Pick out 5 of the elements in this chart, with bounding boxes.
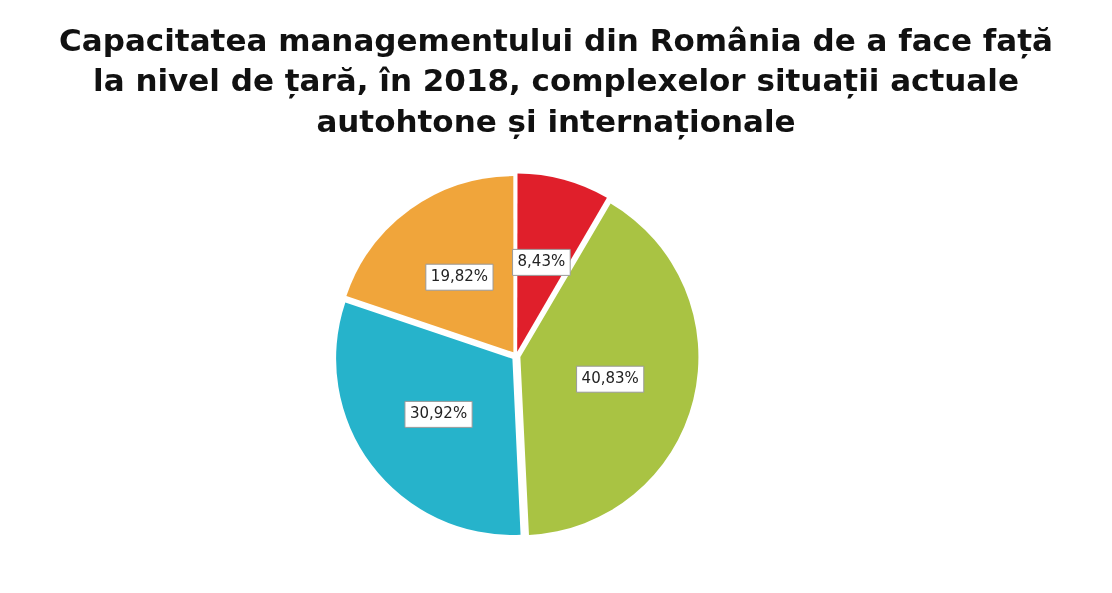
data-label: 8,43%	[517, 252, 566, 271]
data-label: 40,83%	[581, 368, 639, 387]
data-label: 30,92%	[409, 404, 468, 423]
data-label: 19,82%	[430, 266, 489, 285]
chart-title: Capacitatea managementului din România de a face față la nivel de țară, în 2018, complexelor situații actuale autohtone și internaționale	[58, 21, 1054, 141]
